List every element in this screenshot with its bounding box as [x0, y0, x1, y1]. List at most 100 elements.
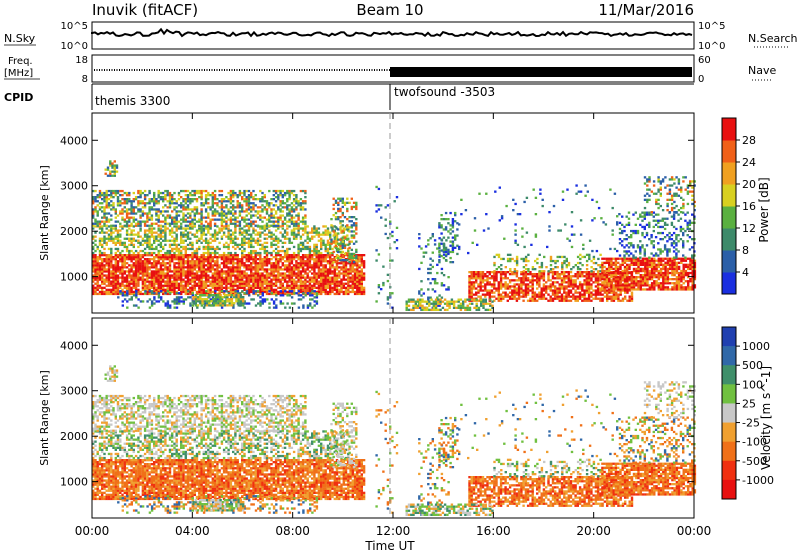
- data-cell: [186, 220, 190, 223]
- data-cell: [451, 246, 455, 249]
- data-cell: [283, 254, 287, 257]
- data-cell: [150, 227, 154, 230]
- data-cell: [317, 239, 321, 242]
- data-cell: [299, 258, 303, 261]
- data-cell: [297, 216, 300, 219]
- data-cell: [238, 243, 242, 246]
- freq-unit: [MHz]: [4, 68, 33, 79]
- data-cell: [479, 295, 482, 298]
- data-cell: [263, 251, 266, 255]
- data-cell: [182, 272, 185, 275]
- data-cell: [324, 256, 327, 259]
- data-cell: [533, 275, 537, 278]
- data-cell: [341, 224, 344, 227]
- data-cell: [250, 268, 253, 271]
- data-cell: [346, 228, 349, 231]
- data-cell: [148, 292, 151, 296]
- data-cell: [116, 247, 120, 251]
- data-cell: [135, 292, 138, 295]
- data-cell: [344, 225, 348, 228]
- data-cell: [330, 240, 333, 243]
- data-cell: [191, 278, 194, 281]
- data-cell: [431, 251, 434, 254]
- data-cell: [340, 272, 343, 275]
- data-cell: [146, 280, 149, 283]
- data-cell: [256, 231, 260, 234]
- data-cell: [451, 224, 455, 227]
- data-cell: [252, 284, 255, 287]
- data-cell: [270, 286, 273, 289]
- data-cell: [110, 231, 113, 234]
- data-cell: [107, 258, 111, 261]
- data-cell: [456, 234, 459, 237]
- data-cell: [451, 242, 455, 245]
- data-cell: [214, 290, 217, 293]
- data-cell: [157, 260, 160, 263]
- data-cell: [508, 291, 512, 294]
- data-cell: [153, 191, 156, 195]
- data-cell: [182, 245, 185, 249]
- data-cell: [123, 260, 126, 263]
- data-cell: [418, 292, 421, 295]
- data-cell: [265, 224, 269, 227]
- data-cell: [250, 245, 253, 249]
- data-cell: [123, 241, 126, 244]
- data-cell: [92, 262, 95, 265]
- data-cell: [347, 278, 350, 281]
- data-cell: [250, 284, 253, 287]
- data-cell: [177, 225, 181, 228]
- data-cell: [103, 258, 106, 261]
- data-cell: [157, 262, 160, 265]
- data-cell: [245, 260, 248, 263]
- data-cell: [123, 254, 126, 257]
- data-cell: [220, 227, 224, 230]
- data-cell: [229, 251, 233, 255]
- data-cell: [272, 189, 275, 193]
- data-cell: [162, 276, 165, 279]
- data-cell: [166, 251, 169, 255]
- data-cell: [445, 253, 448, 256]
- data-cell: [123, 264, 126, 267]
- data-cell: [270, 235, 273, 238]
- data-cell: [153, 247, 156, 251]
- data-cell: [270, 251, 273, 255]
- data-cell: [139, 224, 142, 227]
- data-cell: [346, 218, 349, 221]
- data-cell: [168, 251, 172, 255]
- data-cell: [155, 276, 158, 279]
- data-cell: [229, 268, 233, 271]
- data-cell: [182, 288, 185, 291]
- data-cell: [324, 270, 327, 273]
- data-cell: [263, 274, 266, 277]
- data-cell: [213, 272, 217, 275]
- data-cell: [311, 258, 314, 261]
- data-cell: [261, 266, 264, 269]
- data-cell: [479, 279, 482, 282]
- data-cell: [531, 287, 534, 290]
- data-cell: [139, 243, 142, 246]
- data-cell: [220, 237, 224, 240]
- data-cell: [107, 274, 111, 277]
- data-cell: [155, 245, 158, 249]
- data-cell: [288, 191, 291, 195]
- data-cell: [157, 214, 160, 217]
- data-cell: [317, 264, 321, 267]
- data-cell: [290, 290, 294, 293]
- data-cell: [322, 233, 325, 236]
- data-cell: [290, 262, 294, 265]
- data-cell: [308, 249, 312, 253]
- data-cell: [116, 237, 120, 240]
- data-cell: [344, 282, 348, 285]
- data-cell: [358, 276, 361, 279]
- data-cell: [301, 241, 305, 244]
- data-cell: [429, 296, 432, 299]
- data-cell: [113, 168, 116, 171]
- data-cell: [504, 275, 507, 278]
- data-cell: [153, 208, 156, 211]
- data-cell: [143, 254, 147, 257]
- data-cell: [150, 270, 154, 273]
- data-cell: [311, 284, 314, 287]
- data-cell: [96, 194, 99, 197]
- data-cell: [279, 284, 282, 287]
